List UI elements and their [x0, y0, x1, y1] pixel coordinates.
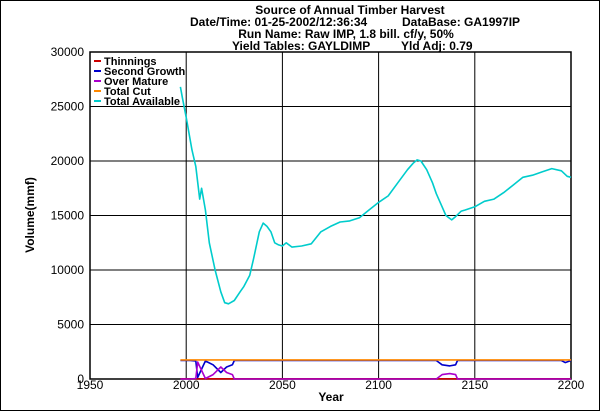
- x-tick-label: 2000: [173, 378, 200, 392]
- legend-label: Second Growth: [104, 66, 186, 78]
- y-tick-label: 20000: [51, 154, 85, 168]
- series-lines: [179, 86, 572, 380]
- series-line-total-available: [179, 86, 572, 305]
- x-tick-label: 2050: [269, 378, 296, 392]
- database-label: DataBase: GA1997IP: [402, 15, 520, 29]
- y-tick-label: 15000: [51, 209, 85, 223]
- y-tick-label: 5000: [57, 318, 84, 332]
- y-tick-label: 10000: [51, 263, 85, 277]
- grid-lines: [90, 52, 571, 379]
- legend-label: Total Available: [104, 96, 180, 108]
- y-tick-label: 30000: [51, 45, 85, 59]
- run-name-label: Run Name: Raw IMP, 1.8 bill. cf/y, 50%: [238, 27, 454, 41]
- y-axis-ticks: 0 5000 10000 15000 20000 25000 30000: [51, 45, 85, 386]
- chart-title: Source of Annual Timber Harvest: [255, 3, 444, 17]
- x-tick-label: 2150: [461, 378, 488, 392]
- datetime-label: Date/Time: 01-25-2002/12:36:34: [190, 15, 368, 29]
- legend-label: Thinnings: [104, 56, 157, 68]
- x-tick-label: 2200: [558, 378, 585, 392]
- yield-tables-label: Yield Tables: GAYLDIMP: [232, 39, 370, 53]
- y-axis-label: Volume(mmf): [23, 177, 37, 253]
- x-axis-ticks: 1950 2000 2050 2100 2150 2200: [77, 378, 585, 392]
- x-axis-label: Year: [318, 390, 344, 404]
- yld-adj-label: Yld Adj: 0.79: [401, 39, 473, 53]
- legend-label: Total Cut: [104, 86, 151, 98]
- x-tick-label: 2100: [365, 378, 392, 392]
- series-line-over-mature: [180, 361, 571, 380]
- x-tick-label: 1950: [77, 378, 104, 392]
- legend-label: Over Mature: [104, 76, 168, 88]
- y-tick-label: 0: [77, 372, 84, 386]
- y-tick-label: 25000: [51, 100, 85, 114]
